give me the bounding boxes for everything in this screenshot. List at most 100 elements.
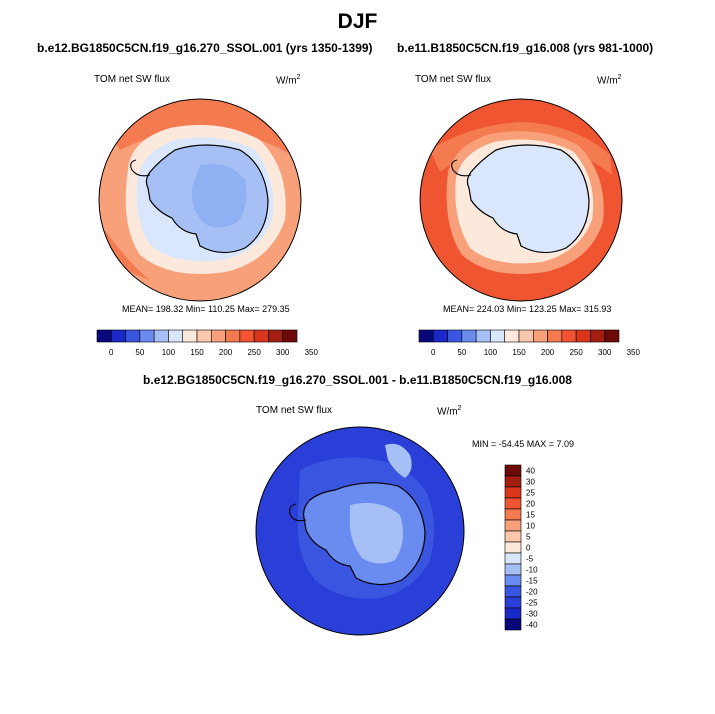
panel3-colorbar-box [504, 585, 522, 598]
panel1-colorbar-box [139, 329, 155, 343]
panel2-colorbar-tick-label: 200 [541, 348, 555, 357]
panel3-colorbar-tick-label: -5 [526, 555, 534, 564]
panel3-colorbar-box [504, 519, 522, 532]
panel2-colorbar-box [532, 329, 548, 343]
panel2-colorbar-box [504, 329, 520, 343]
panel2-colorbar-tick-label: 50 [457, 348, 466, 357]
panel3-colorbar-tick-label: 25 [526, 489, 535, 498]
panel2-colorbar-box [461, 329, 477, 343]
panel1-colorbar-tick-label: 300 [276, 348, 290, 357]
panel3-colorbar-box [504, 541, 522, 554]
panel1-map-border [98, 98, 302, 302]
figure-title: DJF [337, 10, 378, 33]
panel1-colorbar-tick-label: 100 [162, 348, 176, 357]
panel1-stats: MEAN= 198.32 Min= 110.25 Max= 279.35 [122, 304, 290, 314]
panel3-colorbar-tick-label: -30 [526, 610, 538, 619]
panel1-ocean-band-west [100, 230, 150, 280]
panel1-colorbar: 0 50 100 150 200 250 300 350 [96, 329, 319, 357]
panel1-colorbar-box [239, 329, 255, 343]
panel2-colorbar-box [590, 329, 606, 343]
panel2-colorbar-box [575, 329, 591, 343]
panel3-anomaly-north [385, 443, 412, 478]
panel1-colorbar-box [210, 329, 226, 343]
panel2-colorbar-box [447, 329, 463, 343]
panel1-case-title: b.e12.BG1850C5CN.f19_g16.270_SSOL.001 (y… [37, 41, 373, 55]
panel2-coastline [466, 144, 590, 254]
panel1-peninsula-coast [130, 159, 151, 177]
panel3-colorbar-tick-label: 40 [526, 467, 535, 476]
panel3-colorbar-tick-label: -10 [526, 566, 538, 575]
panel1-colorbar-box [96, 329, 112, 343]
panel2-colorbar-box [518, 329, 534, 343]
panel1-ocean-band-north [100, 99, 300, 160]
panel1-colorbar-box [182, 329, 198, 343]
panel3-colorbar-tick-label: 10 [526, 522, 535, 531]
panel3-colorbar-tick-label: -40 [526, 621, 538, 630]
panel3-units-label: W/m2 [437, 405, 462, 418]
panel2-ocean-band-north [430, 122, 612, 175]
panel1-map [98, 98, 302, 302]
panel1-colorbar-tick-label: 50 [135, 348, 144, 357]
panel2-colorbar-tick-label: 100 [484, 348, 498, 357]
panel2-map-border [419, 98, 623, 302]
panel3-colorbar-box [504, 596, 522, 609]
panel2-colorbar-box [490, 329, 506, 343]
panel3-colorbar-box [504, 552, 522, 565]
panel3-colorbar-tick-label: 30 [526, 478, 535, 487]
panel1-colorbar-box [196, 329, 212, 343]
panel1-colorbar-tick-label: 150 [190, 348, 204, 357]
panel2-peninsula-coast [451, 159, 472, 177]
panel3-map [255, 426, 465, 636]
panel2-units-label: W/m2 [597, 74, 622, 87]
panel3-colorbar-box [504, 486, 522, 499]
panel2-colorbar-box [432, 329, 448, 343]
panel3-colorbar-box [504, 607, 522, 620]
panel3-colorbar-tick-label: 5 [526, 533, 531, 542]
panel3-colorbar: 40 30 25 20 15 10 5 0 -5 -10 -15 -20 -25 -30 -40 [504, 464, 538, 631]
panel2-colorbar-box [475, 329, 491, 343]
panel3-colorbar-box [504, 464, 522, 477]
panel1-colorbar-tick-label: 250 [247, 348, 261, 357]
panel2-variable-label: TOM net SW flux [415, 74, 491, 85]
panel3-colorbar-tick-label: -20 [526, 588, 538, 597]
panel1-units-label: W/m2 [276, 74, 301, 87]
panel2-continent [467, 145, 589, 253]
panel3-peninsula-coast [289, 503, 307, 522]
panel1-coastline [145, 144, 269, 254]
panel3-colorbar-tick-label: 15 [526, 511, 535, 520]
panel3-colorbar-box [504, 497, 522, 510]
panel1-colorbar-box [125, 329, 141, 343]
panel3-continent-core [349, 502, 404, 564]
panel3-map-border [255, 426, 465, 636]
panel2-colorbar-tick-label: 300 [598, 348, 612, 357]
panel3-coastline [303, 482, 426, 586]
panel1-colorbar-box [282, 329, 298, 343]
panel2-colorbar-box [561, 329, 577, 343]
panel2-case-title: b.e11.B1850C5CN.f19_g16.008 (yrs 981-100… [397, 41, 654, 55]
panel3-colorbar-tick-label: 0 [526, 544, 531, 553]
panel1-colorbar-box [110, 329, 126, 343]
panel1-colorbar-box [225, 329, 241, 343]
panel2-colorbar-box [604, 329, 620, 343]
panel1-colorbar-box [253, 329, 269, 343]
panel3-colorbar-box [504, 618, 522, 631]
panel3-colorbar-box [504, 530, 522, 543]
panel1-colorbar-tick-label: 200 [219, 348, 233, 357]
panel1-colorbar-tick-label: 0 [109, 348, 114, 357]
panel2-colorbar-tick-label: 350 [627, 348, 641, 357]
panel3-case-title: b.e12.BG1850C5CN.f19_g16.270_SSOL.001 - … [143, 373, 572, 387]
panel3-variable-label: TOM net SW flux [256, 405, 332, 416]
panel1-variable-label: TOM net SW flux [94, 74, 170, 85]
panel3-colorbar-tick-label: -15 [526, 577, 538, 586]
panel1-colorbar-box [153, 329, 169, 343]
panel3-stats: MIN = -54.45 MAX = 7.09 [472, 439, 575, 449]
panel3-colorbar-box [504, 563, 522, 576]
panel1-colorbar-box [268, 329, 284, 343]
panel3-colorbar-tick-label: 20 [526, 500, 535, 509]
panel2-colorbar-box [547, 329, 563, 343]
panel3-colorbar-box [504, 475, 522, 488]
panel3-colorbar-box [504, 508, 522, 521]
panel2-colorbar-tick-label: 150 [512, 348, 526, 357]
panel2-colorbar: 0 50 100 150 200 250 300 350 [418, 329, 641, 357]
